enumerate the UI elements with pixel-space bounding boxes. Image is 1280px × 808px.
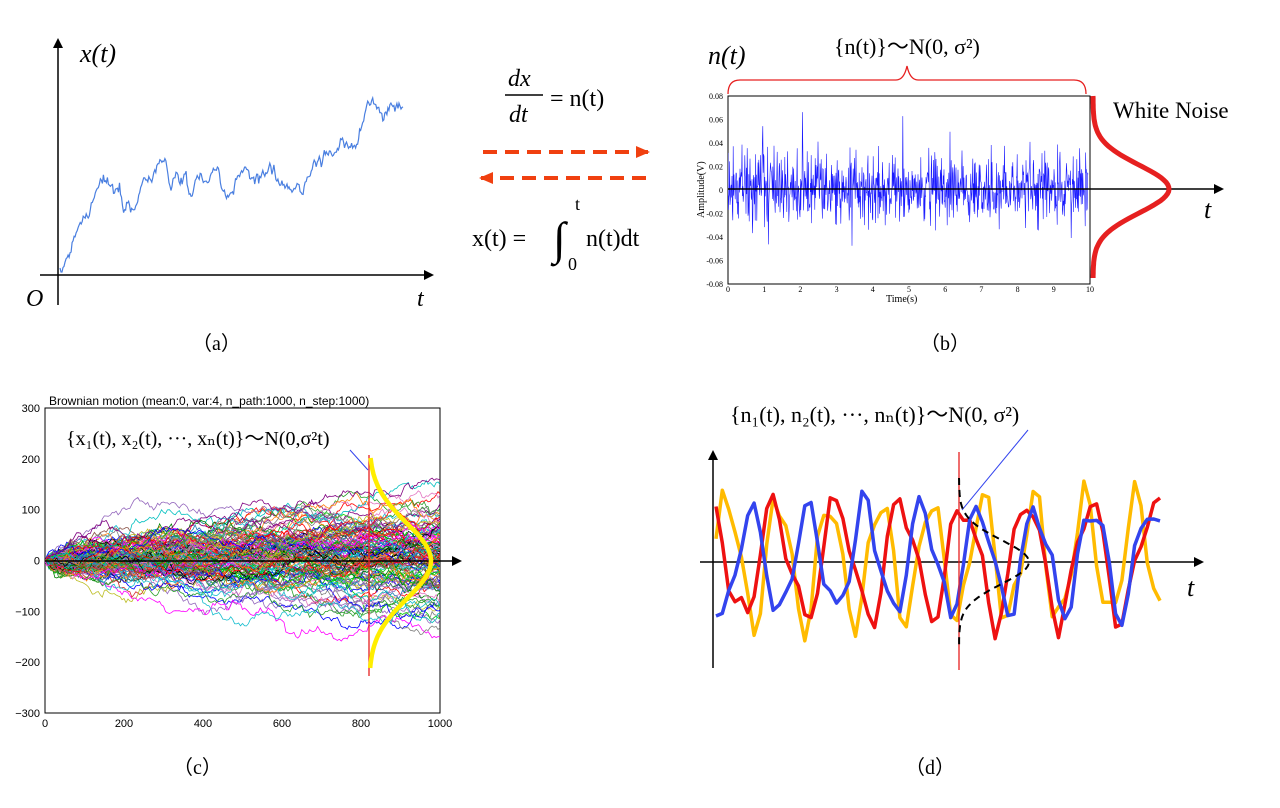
panel-b-noise-signal — [728, 112, 1089, 246]
panel-c-annotation-pointer — [349, 449, 369, 471]
panel-c-path — [45, 547, 440, 592]
panel-c-x-tick: 800 — [352, 718, 370, 730]
panel-c-x-tick: 0 — [42, 718, 48, 730]
panel-d-annotation: {n₁(t), n₂(t), ···, nₙ(t)}～N(0, σ²) — [730, 402, 1019, 427]
panel-b-legend: White Noise — [1113, 98, 1229, 123]
panel-d-dashed-gaussian — [958, 477, 1030, 649]
panel-b-y-tick: 0 — [719, 186, 723, 195]
panel-b-x-tick: 0 — [726, 285, 730, 294]
panel-c-gaussian-curve — [367, 457, 434, 669]
panel-b-t-label: t — [1204, 195, 1212, 224]
panel-b-x-tick: 5 — [907, 285, 911, 294]
panel-c-caption: （c） — [173, 756, 222, 779]
panel-c-title: Brownian motion (mean:0, var:4, n_path:1… — [49, 394, 369, 408]
panel-c-path — [45, 557, 440, 642]
panel-b-y-tick: -0.02 — [706, 210, 723, 219]
panel-c-path — [45, 516, 440, 562]
panel-c-path — [45, 477, 440, 562]
panel-c-y-tick: 100 — [22, 505, 40, 517]
panel-d-yellow-signal — [714, 479, 1162, 643]
eq-top-numerator: dx — [508, 66, 531, 92]
panel-b-x-tick: 4 — [871, 285, 875, 294]
panel-a-brownian-path — [59, 95, 404, 273]
panel-c-y-tick: 0 — [34, 556, 40, 568]
panel-d-blue-signal — [715, 489, 1161, 628]
panel-b-y-tick: 0.08 — [709, 92, 723, 101]
panel-c-path — [45, 532, 440, 594]
panel-c-path — [45, 560, 440, 607]
panel-a-y-label: x(t) — [79, 39, 116, 68]
panel-c: Brownian motion (mean:0, var:4, n_path:1… — [15, 394, 462, 779]
panel-b-brace-label: {n(t)}～N(0, σ²) — [834, 34, 980, 59]
panel-b-ticks: 0.080.060.040.020-0.02-0.04-0.06-0.080 1 2… — [706, 92, 1094, 294]
panel-b-y-label: n(t) — [708, 41, 746, 70]
panel-b-y-tick: -0.08 — [706, 280, 723, 289]
panel-c-path — [45, 526, 440, 567]
panel-c-path — [45, 524, 440, 564]
panel-b-x-tick: 8 — [1016, 285, 1020, 294]
panel-a: x(t) O t （a） — [26, 38, 434, 355]
panel-c-path — [45, 559, 440, 627]
panel-c-brownian-paths — [45, 477, 440, 642]
panel-a-caption: （a） — [192, 332, 241, 355]
panel-b-caption: （b） — [920, 332, 970, 355]
panel-b-y-tick: 0.04 — [709, 139, 723, 148]
panel-b-x-tick: 9 — [1052, 285, 1056, 294]
panel-a-origin-label: O — [26, 286, 43, 312]
panel-b: n(t) {n(t)}～N(0, σ²) 0.080.060.040.020-0… — [696, 34, 1229, 355]
panel-b-x-tick: 7 — [979, 285, 983, 294]
equations: dx dt = n(t) x(t) = ∫ t 0 n(t)dt — [472, 66, 650, 274]
panel-b-y-tick: 0.06 — [709, 116, 723, 125]
eq-bottom-body: n(t)dt — [586, 226, 640, 252]
panel-b-x-tick: 10 — [1086, 285, 1094, 294]
panel-c-path — [45, 544, 440, 581]
panel-c-path — [45, 527, 440, 563]
panel-d: {n₁(t), n₂(t), ···, nₙ(t)}～N(0, σ²) t （d… — [700, 402, 1204, 779]
panel-c-y-tick: 300 — [22, 403, 40, 415]
panel-c-path — [45, 545, 440, 582]
eq-top-denominator: dt — [509, 102, 529, 128]
panel-b-x-tick: 2 — [798, 285, 802, 294]
eq-bottom-lower-limit: 0 — [568, 254, 577, 274]
eq-bottom-upper-limit: t — [575, 194, 580, 214]
panel-d-x-label: t — [1187, 573, 1195, 602]
panel-d-pointer — [961, 429, 1029, 511]
panel-b-gaussian-curve — [1090, 95, 1172, 278]
panel-c-x-tick: 200 — [115, 718, 133, 730]
panel-d-caption: （d） — [905, 756, 955, 779]
panel-b-amp-label: Amplitude(V) — [696, 161, 707, 218]
panel-c-y-tick: 200 — [22, 454, 40, 466]
panel-b-x-tick: 3 — [835, 285, 839, 294]
integral-sign: ∫ — [550, 213, 568, 267]
panel-b-brace — [727, 65, 1087, 95]
panel-c-annotation: {x₁(t), x₂(t), ···, xₙ(t)}～N(0,σ²t) — [66, 428, 330, 450]
panel-c-path — [45, 531, 440, 583]
panel-c-path — [45, 559, 440, 630]
eq-top-rhs: = n(t) — [550, 86, 604, 112]
panel-b-y-tick: -0.04 — [706, 233, 723, 242]
eq-bottom-lhs: x(t) = — [472, 226, 526, 252]
panel-c-path — [45, 543, 440, 620]
panel-c-y-tick: −200 — [15, 657, 40, 669]
panel-c-x-tick: 600 — [273, 718, 291, 730]
panel-c-x-tick: 400 — [194, 718, 212, 730]
panel-b-x-tick: 6 — [943, 285, 947, 294]
panel-c-x-tick: 1000 — [428, 718, 452, 730]
panel-b-time-label: Time(s) — [886, 294, 917, 305]
panel-b-x-tick: 1 — [762, 285, 766, 294]
panel-c-path — [45, 512, 440, 566]
panel-b-y-tick: 0.02 — [709, 163, 723, 172]
panel-c-y-tick: −300 — [15, 708, 40, 720]
panel-a-x-label: t — [417, 286, 425, 312]
panel-b-y-tick: -0.06 — [706, 257, 723, 266]
panel-c-path — [45, 557, 440, 588]
panel-c-y-tick: −100 — [15, 606, 40, 618]
